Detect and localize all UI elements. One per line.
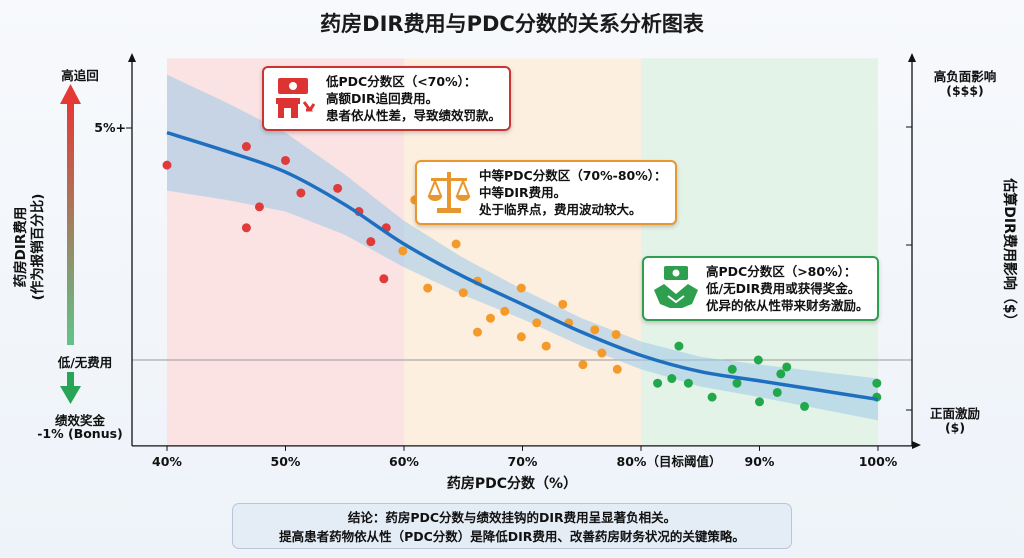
trend-line (166, 130, 879, 402)
callout-low-line3: 患者依从性差，导致绩效罚款。 (326, 108, 502, 123)
x-tick-label: 40% (152, 454, 182, 469)
data-point (281, 155, 290, 165)
callout-low-line2: 高额DIR追回费用。 (326, 91, 439, 106)
callout-mid-pdc: 中等PDC分数区（70%-80%）： 中等DIR费用。 处于临界点，费用波动较大… (415, 160, 677, 225)
data-point (296, 188, 306, 198)
chart-title: 药房DIR费用与PDC分数的关系分析图表 (320, 12, 704, 36)
x-tick-label: 50% (271, 454, 301, 469)
x-axis-title: 药房PDC分数（%） (446, 476, 578, 492)
right-label-top-1: 高负面影响 (933, 69, 997, 84)
right-axis-arrow-icon (908, 53, 916, 62)
conclusion-box: 结论：药房PDC分数与绩效挂钩的DIR费用呈显著负相关。 提高患者药物依从性（P… (232, 503, 792, 549)
data-point (707, 392, 717, 402)
data-point (423, 283, 433, 293)
data-point (532, 318, 542, 328)
x-tick-label: 90% (745, 454, 775, 469)
data-point (755, 397, 764, 407)
x-tick-label: 70% (508, 454, 538, 469)
bonus-arrow-shaft (67, 372, 74, 388)
data-point (578, 360, 588, 370)
data-point (667, 374, 677, 384)
left-axis-arrow-icon (128, 53, 136, 62)
data-point (379, 274, 389, 284)
y-label-top: 高追回 (61, 68, 99, 83)
data-point (451, 239, 461, 249)
data-point (611, 329, 621, 339)
conclusion-line1: 结论：药房PDC分数与绩效挂钩的DIR费用呈显著负相关。 (347, 510, 677, 525)
conclusion-line2: 提高患者药物依从性（PDC分数）是降低DIR费用、改善药房财务状况的关键策略。 (279, 529, 745, 544)
data-point (486, 313, 496, 323)
data-point (612, 364, 622, 374)
handshake-money-icon (654, 266, 698, 308)
data-point (541, 341, 551, 351)
data-point (500, 306, 510, 316)
up-arrow-icon (60, 84, 81, 104)
right-axis-title: 估算DIR费用影响（$） (1001, 178, 1017, 328)
right-label-top-2: ($$$) (946, 83, 984, 98)
confidence-band (167, 74, 878, 421)
x-tick-label: 100% (859, 454, 898, 469)
data-point (398, 246, 408, 256)
y-label-zero: 低/无费用 (57, 355, 113, 370)
y-label-bottom-2: -1% (Bonus) (37, 426, 123, 441)
data-point (872, 378, 882, 388)
data-point (333, 183, 343, 193)
callout-high-line3: 优异的依从性带来财务激励。 (706, 298, 869, 313)
callout-mid-heading: 中等PDC分数区（70%-80%）： (479, 168, 667, 183)
data-point (366, 237, 376, 247)
high-recovery-arrow-shaft (67, 100, 74, 345)
data-point (254, 202, 264, 212)
data-point (516, 332, 526, 342)
data-point (597, 348, 607, 358)
data-point (162, 160, 172, 170)
data-point (458, 288, 468, 298)
data-point (683, 378, 693, 388)
x-tick-label: 60% (389, 454, 419, 469)
data-point (653, 378, 663, 388)
data-point (753, 355, 763, 365)
callout-high-heading: 高PDC分数区（>80%）： (706, 264, 857, 279)
callout-mid-line2: 中等DIR费用。 (479, 185, 567, 200)
data-point (727, 364, 737, 374)
down-arrow-icon (60, 386, 81, 404)
data-point (674, 341, 684, 351)
data-point (782, 362, 792, 372)
data-point (590, 325, 600, 335)
data-point (241, 142, 251, 152)
callout-low-heading: 低PDC分数区（<70%）： (326, 74, 477, 89)
data-point (241, 223, 251, 233)
data-point (732, 378, 742, 388)
data-point (472, 327, 482, 337)
x-tick-label: 80%（目标阈值） (617, 454, 722, 469)
callout-mid-line3: 处于临界点，费用波动较大。 (479, 202, 642, 217)
x-axis-arrow-icon (912, 441, 921, 449)
scale-icon (427, 172, 471, 213)
right-label-bottom-1: 正面激励 (929, 406, 980, 421)
y-label-bottom-1: 绩效奖金 (54, 413, 105, 428)
right-label-bottom-2: ($) (944, 420, 966, 435)
store-money-icon (276, 78, 316, 118)
data-point (776, 369, 786, 379)
y-tick-5: 5%+ (94, 120, 126, 135)
data-point (558, 299, 568, 309)
data-point (772, 387, 782, 397)
y-axis-title: 药房DIR费用 (作为报销百分比) (13, 193, 46, 301)
data-point (800, 401, 810, 411)
callout-high-line2: 低/无DIR费用或获得奖金。 (706, 281, 861, 296)
callout-low-pdc: 低PDC分数区（<70%）： 高额DIR追回费用。 患者依从性差，导致绩效罚款。 (262, 66, 512, 131)
data-point (516, 283, 526, 293)
callout-high-pdc: 高PDC分数区（>80%）： 低/无DIR费用或获得奖金。 优异的依从性带来财务… (642, 256, 879, 321)
